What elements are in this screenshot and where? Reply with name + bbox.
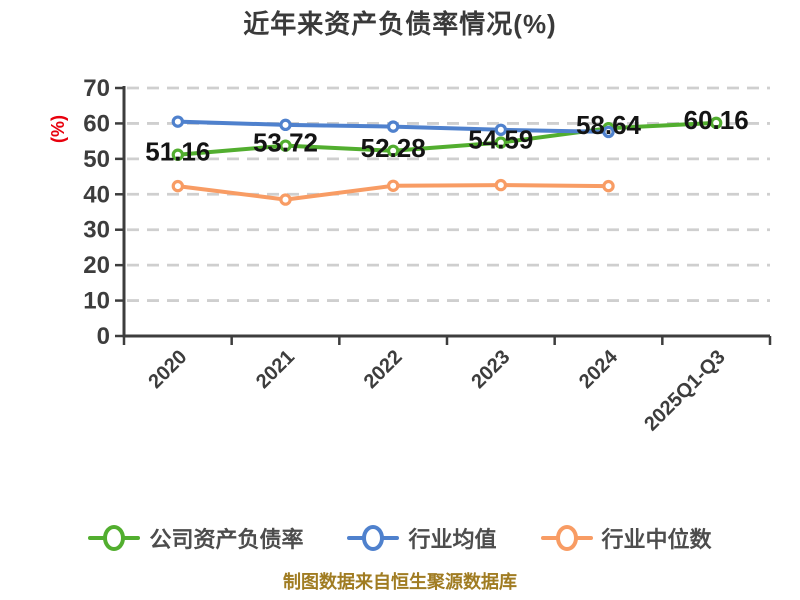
data-point bbox=[386, 120, 400, 133]
footer-note: 制图数据来自恒生聚源数据库 bbox=[283, 572, 517, 592]
x-tick-label: 2025Q1-Q3 bbox=[640, 346, 729, 435]
data-point bbox=[494, 136, 508, 149]
y-tick-label: 0 bbox=[97, 323, 110, 350]
data-label: 52.28 bbox=[361, 133, 426, 163]
y-tick-label: 20 bbox=[83, 252, 110, 279]
series-line bbox=[175, 120, 719, 157]
legend-item-industry-median: 行业中位数 bbox=[540, 522, 712, 554]
legend-marker-blue bbox=[347, 524, 400, 552]
x-tick-label: 2021 bbox=[252, 346, 299, 393]
data-point bbox=[279, 193, 292, 206]
legend-item-company-ratio: 公司资产负债率 bbox=[88, 522, 303, 554]
data-point bbox=[279, 139, 292, 152]
x-tick-label: 2023 bbox=[467, 346, 514, 393]
y-tick-label: 40 bbox=[83, 181, 110, 208]
y-tick-label: 50 bbox=[83, 146, 110, 173]
data-point bbox=[386, 179, 400, 192]
data-label: 60.16 bbox=[684, 105, 749, 135]
data-point bbox=[171, 148, 185, 161]
y-tick-label: 70 bbox=[83, 75, 110, 102]
legend-label-industry-mean: 行业均值 bbox=[408, 527, 497, 552]
legend-label-company-ratio: 公司资产负债率 bbox=[149, 527, 304, 552]
legend-circle-icon bbox=[362, 525, 385, 551]
legend-item-industry-mean: 行业均值 bbox=[347, 522, 497, 554]
legend-label-industry-median: 行业中位数 bbox=[601, 527, 712, 552]
data-point bbox=[171, 179, 185, 193]
data-point bbox=[494, 178, 508, 192]
chart-legend: 公司资产负债率 行业均值 行业中位数 bbox=[0, 518, 800, 558]
data-label: 53.72 bbox=[253, 128, 318, 158]
x-tick-label: 2022 bbox=[360, 346, 407, 393]
chart-title: 近年来资产负债率情况(%) bbox=[243, 9, 557, 39]
data-label: 54.59 bbox=[468, 125, 533, 155]
y-tick-label: 30 bbox=[83, 217, 110, 244]
data-point bbox=[602, 125, 615, 139]
data-point bbox=[494, 123, 508, 137]
data-point bbox=[386, 144, 400, 157]
y-tick-label: 10 bbox=[83, 288, 110, 315]
data-point bbox=[602, 179, 615, 193]
legend-marker-orange bbox=[540, 524, 593, 552]
x-tick-label: 2024 bbox=[575, 345, 623, 393]
data-label: 51.16 bbox=[145, 137, 210, 167]
y-tick-label: 60 bbox=[83, 110, 110, 137]
data-label: 58.64 bbox=[576, 110, 642, 140]
legend-circle-icon bbox=[103, 525, 126, 551]
x-tick-label: 2020 bbox=[144, 346, 191, 393]
legend-circle-icon bbox=[555, 525, 578, 551]
legend-marker-green bbox=[88, 524, 141, 552]
data-point bbox=[279, 118, 292, 132]
data-point bbox=[709, 116, 723, 130]
data-point bbox=[171, 115, 185, 128]
